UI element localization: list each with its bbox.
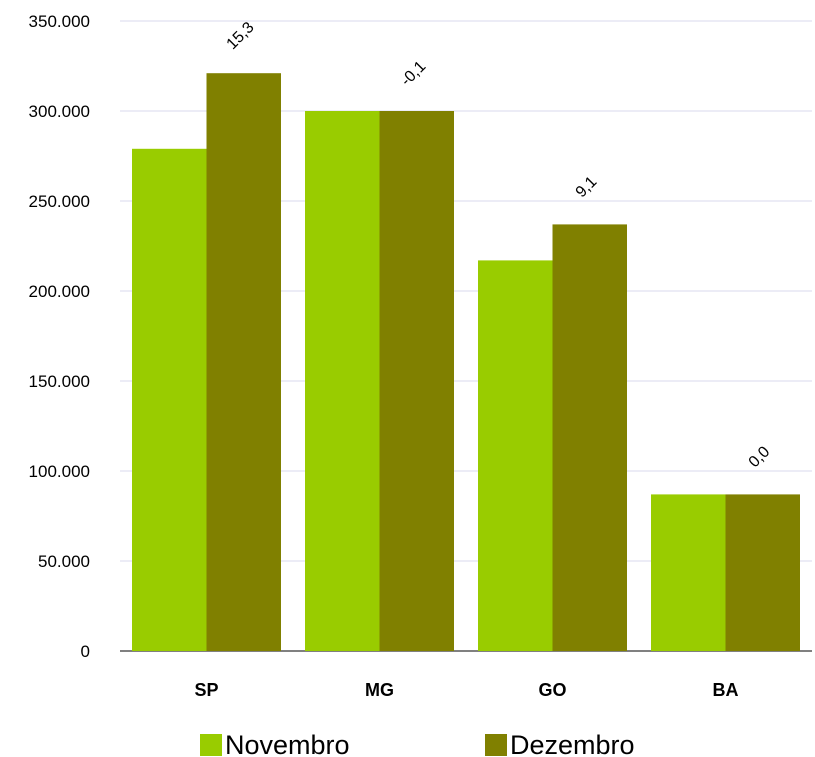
bar-dezembro-ba bbox=[725, 494, 800, 651]
y-tick-label: 0 bbox=[81, 642, 90, 661]
data-label: 9,1 bbox=[573, 173, 601, 201]
x-tick-label: SP bbox=[194, 680, 218, 700]
legend: Novembro Dezembro bbox=[200, 730, 635, 757]
legend-swatch-dezembro bbox=[485, 734, 507, 756]
bars bbox=[132, 73, 800, 652]
bar-novembro-mg bbox=[305, 111, 380, 651]
y-tick-label: 150.000 bbox=[29, 372, 90, 391]
legend-label: Novembro bbox=[225, 730, 350, 757]
y-tick-label: 350.000 bbox=[29, 12, 90, 31]
bar-dezembro-sp bbox=[206, 73, 281, 651]
x-tick-label: BA bbox=[713, 680, 739, 700]
y-axis: 0 50.000 100.000 150.000 200.000 250.000 300.0… bbox=[29, 12, 812, 661]
legend-swatch-novembro bbox=[200, 734, 222, 756]
data-label: 15,3 bbox=[224, 19, 258, 53]
x-axis: SP MG GO BA bbox=[194, 680, 738, 700]
data-label: -0,1 bbox=[398, 58, 430, 90]
legend-label: Dezembro bbox=[510, 730, 635, 757]
bar-dezembro-mg bbox=[379, 111, 454, 651]
x-tick-label: GO bbox=[538, 680, 566, 700]
y-tick-label: 100.000 bbox=[29, 462, 90, 481]
bar-novembro-sp bbox=[132, 148, 207, 652]
data-label: 0,0 bbox=[746, 443, 774, 471]
bar-novembro-ba bbox=[651, 494, 726, 651]
y-tick-label: 200.000 bbox=[29, 282, 90, 301]
y-tick-label: 250.000 bbox=[29, 192, 90, 211]
x-tick-label: MG bbox=[365, 680, 394, 700]
y-tick-label: 50.000 bbox=[38, 552, 90, 571]
bar-novembro-go bbox=[478, 260, 553, 651]
bar-dezembro-go bbox=[552, 224, 627, 651]
y-tick-label: 300.000 bbox=[29, 102, 90, 121]
